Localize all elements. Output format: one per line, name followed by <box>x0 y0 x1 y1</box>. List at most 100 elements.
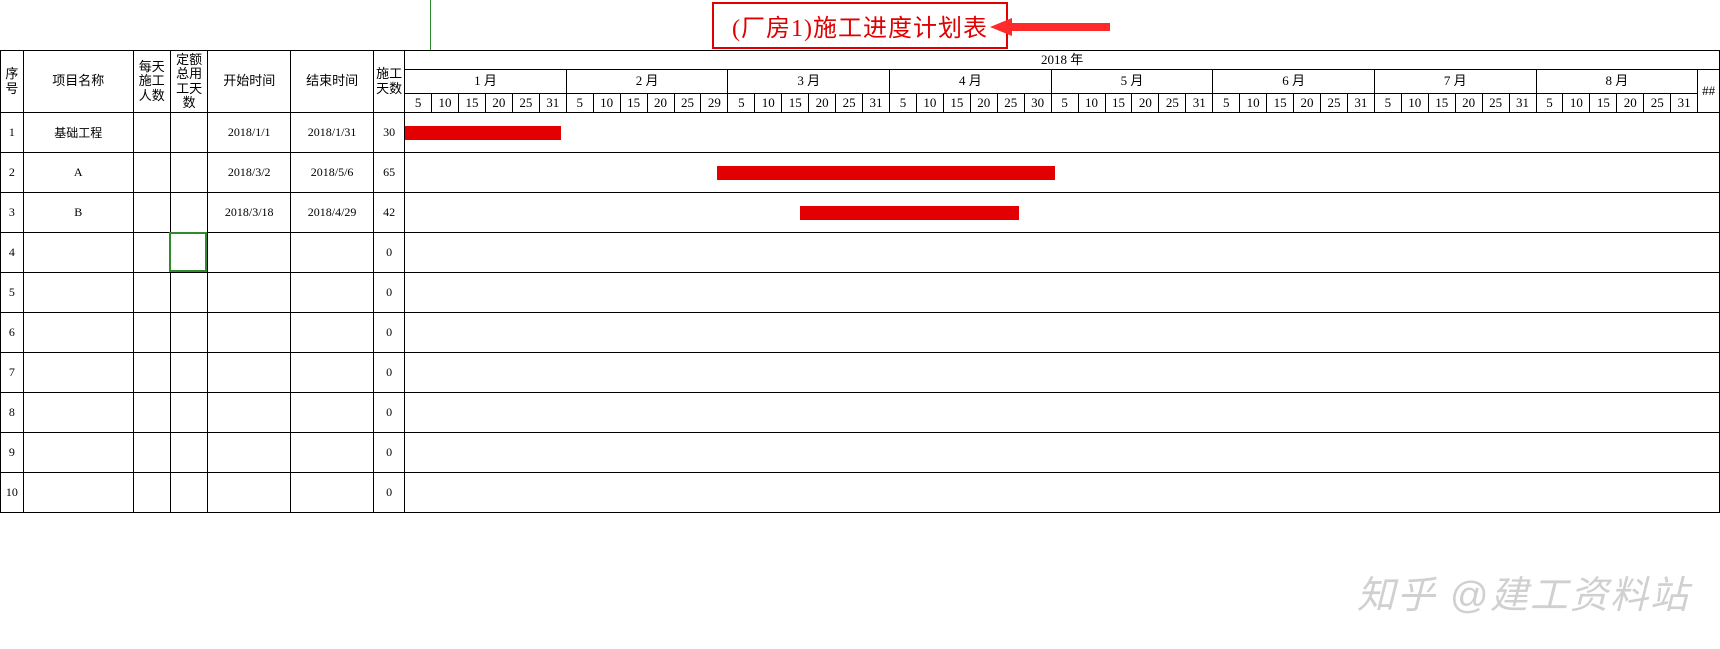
gantt-cell[interactable] <box>405 193 1720 233</box>
header-day: 25 <box>997 93 1024 112</box>
cell-workers[interactable] <box>133 473 170 513</box>
cell-end[interactable]: 2018/1/31 <box>291 113 374 153</box>
header-day: 25 <box>512 93 539 112</box>
cell-index[interactable]: 8 <box>1 393 24 433</box>
cell-workers[interactable] <box>133 113 170 153</box>
cell-days[interactable]: 0 <box>374 313 405 353</box>
cell-name[interactable] <box>23 433 133 473</box>
cell-end[interactable] <box>291 313 374 353</box>
cell-days[interactable]: 0 <box>374 353 405 393</box>
cell-name[interactable] <box>23 313 133 353</box>
cell-end[interactable] <box>291 433 374 473</box>
cell-start[interactable]: 2018/1/1 <box>208 113 291 153</box>
cell-total[interactable] <box>170 313 207 353</box>
cell-days[interactable]: 0 <box>374 393 405 433</box>
cell-workers[interactable] <box>133 393 170 433</box>
table-row[interactable]: 90 <box>1 433 1720 473</box>
gantt-cell[interactable] <box>405 473 1720 513</box>
cell-workers[interactable] <box>133 313 170 353</box>
cell-end[interactable]: 2018/5/6 <box>291 153 374 193</box>
header-start: 开始时间 <box>208 51 291 113</box>
table-wrap: 序号项目名称每天施工人数定额总用工天数开始时间结束时间施工天数2018 年1 月… <box>0 50 1720 513</box>
cell-total[interactable] <box>170 473 207 513</box>
cell-total[interactable] <box>170 433 207 473</box>
gantt-cell[interactable] <box>405 273 1720 313</box>
header-day: 30 <box>1024 93 1051 112</box>
cell-name[interactable]: B <box>23 193 133 233</box>
cell-workers[interactable] <box>133 153 170 193</box>
cell-name[interactable] <box>23 353 133 393</box>
cell-name[interactable] <box>23 473 133 513</box>
gantt-cell[interactable] <box>405 313 1720 353</box>
cell-workers[interactable] <box>133 353 170 393</box>
cell-end[interactable] <box>291 393 374 433</box>
cell-start[interactable] <box>208 473 291 513</box>
cell-start[interactable]: 2018/3/18 <box>208 193 291 233</box>
cell-workers[interactable] <box>133 273 170 313</box>
cell-total[interactable] <box>170 233 207 273</box>
cell-total[interactable] <box>170 273 207 313</box>
cell-index[interactable]: 5 <box>1 273 24 313</box>
cell-days[interactable]: 65 <box>374 153 405 193</box>
cell-index[interactable]: 10 <box>1 473 24 513</box>
table-row[interactable]: 3B 2018/3/182018/4/2942 <box>1 193 1720 233</box>
cell-name[interactable]: A <box>23 153 133 193</box>
cell-name[interactable] <box>23 393 133 433</box>
cell-days[interactable]: 0 <box>374 233 405 273</box>
cell-index[interactable]: 7 <box>1 353 24 393</box>
table-row[interactable]: 2A 2018/3/22018/5/665 <box>1 153 1720 193</box>
cell-days[interactable]: 0 <box>374 433 405 473</box>
cell-start[interactable] <box>208 273 291 313</box>
gantt-cell[interactable] <box>405 113 1720 153</box>
header-day: 15 <box>1590 93 1617 112</box>
cell-total[interactable] <box>170 153 207 193</box>
cell-total[interactable] <box>170 393 207 433</box>
gantt-cell[interactable] <box>405 153 1720 193</box>
table-row[interactable]: 70 <box>1 353 1720 393</box>
cell-start[interactable] <box>208 233 291 273</box>
cell-days[interactable]: 42 <box>374 193 405 233</box>
table-row[interactable]: 80 <box>1 393 1720 433</box>
gantt-cell[interactable] <box>405 233 1720 273</box>
cell-start[interactable] <box>208 393 291 433</box>
cell-index[interactable]: 2 <box>1 153 24 193</box>
cell-total[interactable] <box>170 193 207 233</box>
header-day: 10 <box>755 93 782 112</box>
cell-index[interactable]: 1 <box>1 113 24 153</box>
cell-index[interactable]: 4 <box>1 233 24 273</box>
cell-start[interactable] <box>208 353 291 393</box>
cell-name[interactable] <box>23 233 133 273</box>
cell-days[interactable]: 0 <box>374 273 405 313</box>
cell-end[interactable] <box>291 473 374 513</box>
cell-total[interactable] <box>170 113 207 153</box>
cell-total[interactable] <box>170 353 207 393</box>
cell-days[interactable]: 0 <box>374 473 405 513</box>
cell-days[interactable]: 30 <box>374 113 405 153</box>
cell-end[interactable] <box>291 353 374 393</box>
cell-end[interactable] <box>291 233 374 273</box>
cell-workers[interactable] <box>133 433 170 473</box>
cell-index[interactable]: 3 <box>1 193 24 233</box>
table-row[interactable]: 1基础工程 2018/1/12018/1/3130 <box>1 113 1720 153</box>
cell-index[interactable]: 6 <box>1 313 24 353</box>
cell-start[interactable] <box>208 433 291 473</box>
cell-start[interactable] <box>208 313 291 353</box>
cell-start[interactable]: 2018/3/2 <box>208 153 291 193</box>
table-row[interactable]: 60 <box>1 313 1720 353</box>
cell-index[interactable]: 9 <box>1 433 24 473</box>
cell-name[interactable]: 基础工程 <box>23 113 133 153</box>
table-row[interactable]: 40 <box>1 233 1720 273</box>
table-row[interactable]: 50 <box>1 273 1720 313</box>
cell-workers[interactable] <box>133 233 170 273</box>
gantt-cell[interactable] <box>405 353 1720 393</box>
cell-end[interactable] <box>291 273 374 313</box>
header-day: 20 <box>809 93 836 112</box>
cell-name[interactable] <box>23 273 133 313</box>
cell-end[interactable]: 2018/4/29 <box>291 193 374 233</box>
header-month: 4 月 <box>890 70 1052 94</box>
gantt-cell[interactable] <box>405 393 1720 433</box>
gantt-cell[interactable] <box>405 433 1720 473</box>
table-row[interactable]: 10 0 <box>1 473 1720 513</box>
gantt-bar <box>717 166 1055 180</box>
cell-workers[interactable] <box>133 193 170 233</box>
